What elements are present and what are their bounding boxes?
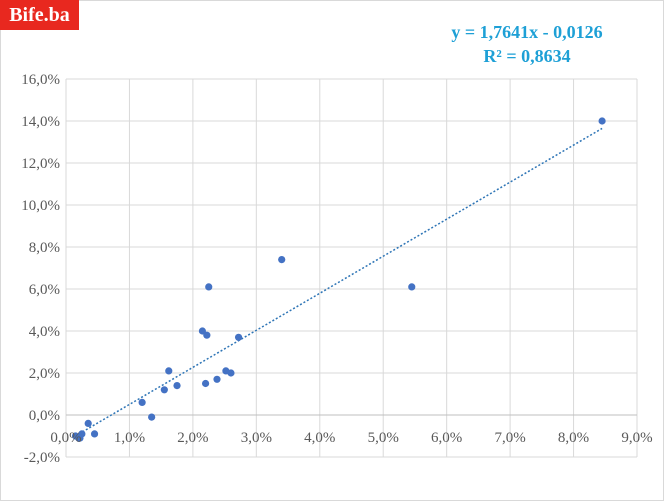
data-point-21 <box>408 283 416 291</box>
x-tick-label: 1,0% <box>114 430 145 446</box>
y-tick-label: 12,0% <box>21 156 60 172</box>
y-tick-label: 6,0% <box>29 282 60 298</box>
x-tick-label: 2,0% <box>177 430 208 446</box>
data-point-16 <box>213 375 221 383</box>
trendline-group <box>75 127 603 437</box>
x-tick-label: 9,0% <box>621 430 652 446</box>
x-tick-label: 7,0% <box>494 430 525 446</box>
y-tick-label: 4,0% <box>29 324 60 340</box>
y-tick-label: 8,0% <box>29 240 60 256</box>
data-point-14 <box>203 331 211 339</box>
y-tick-label: 2,0% <box>29 366 60 382</box>
site-logo[interactable]: Bife.ba <box>0 0 79 30</box>
x-axis-tick-labels: 0,0% 1,0% 2,0% 3,0% 4,0% 5,0% 6,0% 7,0% 8,0% 9,0% <box>50 430 652 446</box>
trendline-equation-block: y = 1,7641x - 0,0126 R² = 0,8634 <box>380 20 664 68</box>
y-tick-label: 14,0% <box>21 114 60 130</box>
trendline <box>75 127 603 437</box>
data-point-9 <box>160 386 168 394</box>
data-point-8 <box>148 413 156 421</box>
y-tick-label: 16,0% <box>21 72 60 88</box>
data-point-11 <box>173 382 181 390</box>
data-point-19 <box>234 333 243 341</box>
data-point-20 <box>278 256 286 264</box>
x-tick-label: 6,0% <box>431 430 462 446</box>
data-point-22 <box>598 117 606 125</box>
y-axis-tick-labels: -2,0% 0,0% 2,0% 4,0% 6,0% 8,0% 10,0% 12,0% 14,0%… <box>21 72 60 466</box>
data-point-18 <box>227 369 235 377</box>
r-squared-label: R² = 0,8634 <box>483 46 571 66</box>
data-point-10 <box>165 367 173 375</box>
trendline-equation: y = 1,7641x - 0,0126 <box>451 22 603 42</box>
data-point-5 <box>84 419 92 427</box>
data-point-13 <box>201 379 210 388</box>
y-tick-label: 10,0% <box>21 198 60 214</box>
data-point-15 <box>205 283 213 291</box>
x-tick-label: 8,0% <box>558 430 589 446</box>
data-point-6 <box>90 430 99 438</box>
y-tick-label: -2,0% <box>24 450 60 466</box>
data-point-7 <box>138 398 146 406</box>
data-points <box>71 117 606 442</box>
x-tick-label: 3,0% <box>241 430 272 446</box>
data-point-4 <box>78 430 86 438</box>
gridlines <box>65 78 638 458</box>
x-tick-label: 5,0% <box>368 430 399 446</box>
x-tick-label: 4,0% <box>304 430 335 446</box>
y-tick-label: 0,0% <box>29 408 60 424</box>
x-tick-label: 0,0% <box>50 430 81 446</box>
